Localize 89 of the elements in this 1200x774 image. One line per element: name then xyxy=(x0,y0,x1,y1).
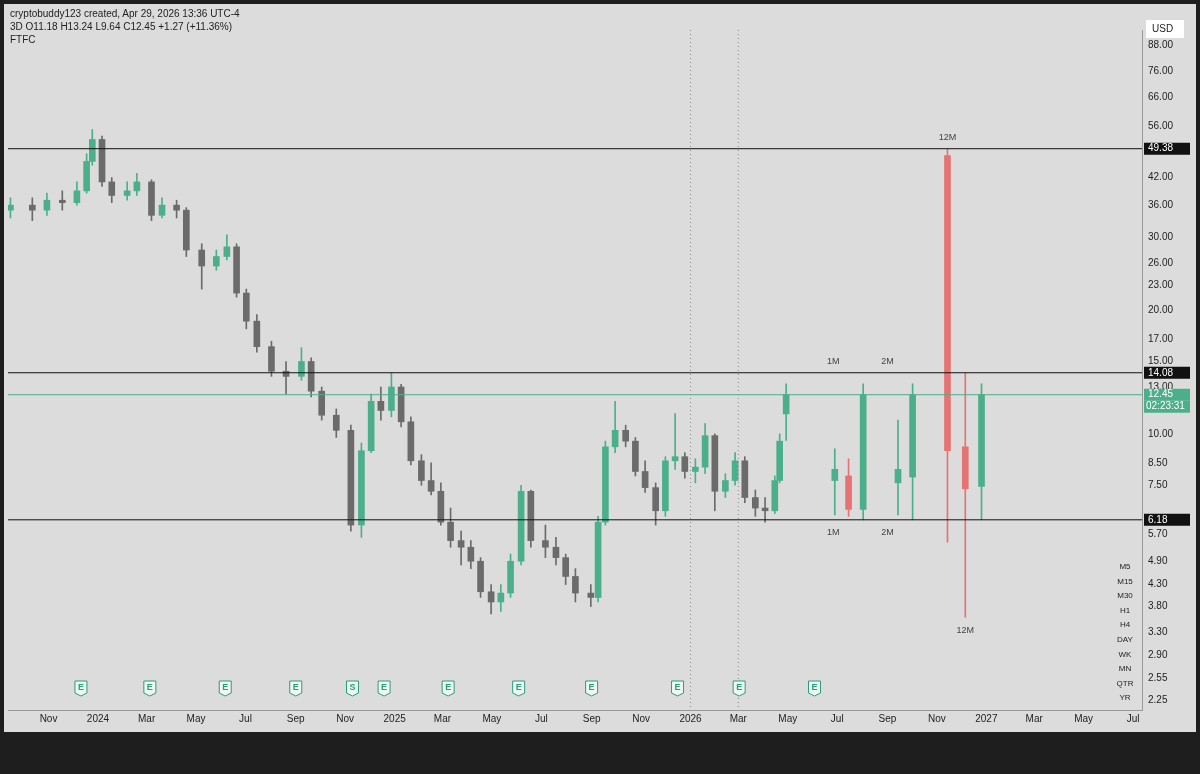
x-tick-label: May xyxy=(482,712,502,724)
y-tick-label: 66.00 xyxy=(1148,90,1174,102)
y-tick-label: 76.00 xyxy=(1148,65,1174,77)
y-tick-label: 2.25 xyxy=(1148,693,1168,705)
x-tick-label: May xyxy=(186,712,206,724)
y-tick-label: 5.70 xyxy=(1148,527,1168,539)
y-tick-label: 3.80 xyxy=(1148,600,1168,612)
x-tick-label: Nov xyxy=(39,712,58,724)
annotation: 2M xyxy=(881,527,894,538)
x-tick-label: Mar xyxy=(729,712,748,724)
y-tick-label: 3.30 xyxy=(1148,625,1168,637)
x-tick-label: May xyxy=(778,712,798,724)
x-tick-label: 2024 xyxy=(86,712,110,724)
x-tick-label: 2025 xyxy=(383,712,407,724)
x-tick-label: Nov xyxy=(928,712,946,724)
annotation: DAY xyxy=(1116,635,1134,644)
annotation: E xyxy=(292,682,299,693)
x-tick-label: Nov xyxy=(336,712,355,724)
annotation: FTFC xyxy=(10,34,36,45)
x-tick-label: May xyxy=(1074,712,1094,724)
annotation: E xyxy=(515,682,522,693)
y-tick-label: 2.90 xyxy=(1148,648,1168,660)
y-tick-label: 56.00 xyxy=(1148,119,1174,131)
annotation: WK xyxy=(1117,649,1133,659)
x-tick-label: 2027 xyxy=(975,712,998,724)
annotation: E xyxy=(736,682,743,693)
annotation: QTR xyxy=(1115,678,1135,688)
y-tick-label: 4.90 xyxy=(1148,554,1168,566)
x-tick-label: 2026 xyxy=(679,712,703,724)
x-tick-label: Jul xyxy=(534,712,548,724)
annotation: 12M xyxy=(956,624,975,635)
annotation: 12M xyxy=(938,132,957,143)
annotation: 2M xyxy=(881,356,894,367)
annotation: YR xyxy=(1118,693,1132,703)
y-tick-label: 10.00 xyxy=(1148,427,1174,439)
ref-line-label: 49.38 xyxy=(1148,142,1174,154)
annotation: E xyxy=(222,682,229,693)
candlestick xyxy=(457,530,465,566)
x-tick-label: Jul xyxy=(830,712,844,724)
annotation: 1M xyxy=(826,527,840,538)
annotation: E xyxy=(381,682,388,693)
x-tick-label: Nov xyxy=(632,712,650,724)
y-tick-label: 4.30 xyxy=(1148,578,1168,590)
y-tick-label: 2.55 xyxy=(1148,671,1168,683)
y-tick-label: 17.00 xyxy=(1148,332,1174,344)
x-tick-label: Sep xyxy=(582,712,601,724)
chart-title: cryptobuddy123 created, Apr 29, 2026 13:36 UTC-4 xyxy=(10,8,240,19)
chart-subtitle: 3D O11.18 H13.24 L9.64 C12.45 +1.27 (+11.36%) xyxy=(10,21,233,32)
y-axis-title: USD xyxy=(1152,22,1174,34)
annotation: E xyxy=(445,682,452,693)
annotation: E xyxy=(811,682,818,693)
x-tick-label: Jul xyxy=(239,712,252,724)
annotation: E xyxy=(77,682,84,693)
candlestick xyxy=(831,448,839,516)
y-tick-label: 20.00 xyxy=(1148,303,1174,315)
candlestick xyxy=(587,584,595,607)
ref-line-label: 14.08 xyxy=(1148,366,1174,378)
y-tick-label: 7.50 xyxy=(1148,478,1168,490)
x-tick-label: Mar xyxy=(433,712,452,724)
x-tick-label: Sep xyxy=(878,712,897,724)
y-tick-label: 23.00 xyxy=(1148,278,1174,290)
y-tick-label: 26.00 xyxy=(1148,257,1174,268)
candlestick xyxy=(671,413,679,470)
annotation: E xyxy=(674,682,681,693)
annotation: E xyxy=(588,682,595,693)
y-tick-label: 88.00 xyxy=(1148,39,1174,51)
annotation: M15 xyxy=(1116,576,1134,586)
annotation: MN xyxy=(1117,664,1133,674)
ref-line-label: 6.18 xyxy=(1148,513,1168,525)
x-tick-label: Sep xyxy=(286,712,306,724)
annotation: H4 xyxy=(1118,620,1132,630)
x-tick-label: Mar xyxy=(1025,712,1044,724)
annotation: S xyxy=(349,682,356,693)
y-tick-label: 36.00 xyxy=(1148,198,1174,210)
annotation: H1 xyxy=(1118,605,1132,615)
candlestick xyxy=(28,197,36,221)
text: 02:23:31 xyxy=(1146,400,1186,412)
annotation: M30 xyxy=(1116,591,1134,601)
y-tick-label: 15.00 xyxy=(1148,355,1174,367)
x-tick-label: Mar xyxy=(137,712,156,724)
annotation: 1M xyxy=(826,356,840,367)
x-tick-label: Jul xyxy=(1126,712,1140,724)
y-tick-label: 8.50 xyxy=(1148,456,1168,468)
y-tick-label: 42.00 xyxy=(1148,171,1174,183)
annotation: M5 xyxy=(1118,562,1132,571)
annotation: E xyxy=(146,682,153,693)
candlestick xyxy=(58,190,66,211)
candlestick xyxy=(961,372,969,618)
y-tick-label: 30.00 xyxy=(1148,231,1174,243)
